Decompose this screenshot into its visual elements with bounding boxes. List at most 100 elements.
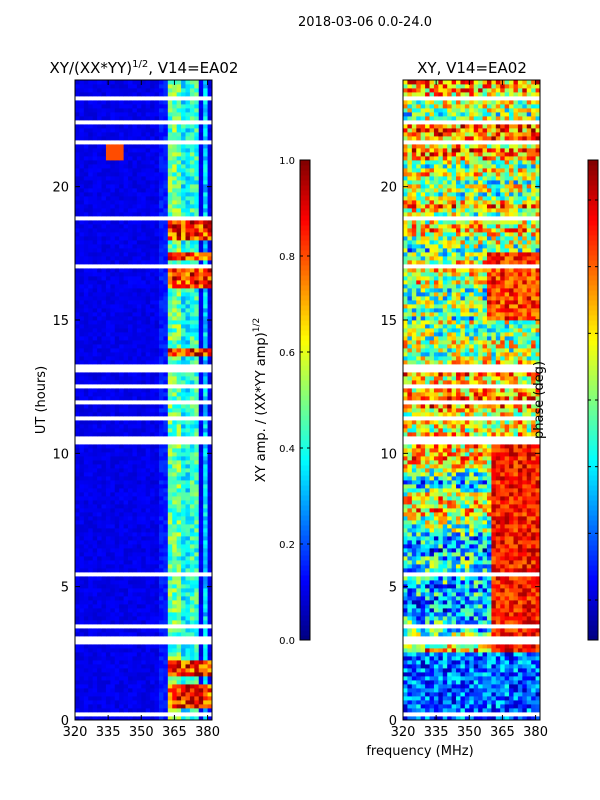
amp-cell (128, 164, 133, 169)
amp-cell (141, 268, 147, 273)
amp-cell (123, 576, 129, 581)
amp-cell (158, 384, 164, 389)
amp-xtick-label: 335 (96, 725, 121, 740)
amp-cell (154, 324, 160, 329)
amp-cell (97, 380, 102, 385)
amp-cell (150, 496, 155, 501)
amp-cell (136, 524, 142, 529)
amp-cell (176, 144, 182, 149)
amp-cell (163, 592, 169, 597)
amp-cell (83, 120, 89, 125)
amp-cell (198, 580, 204, 585)
amp-cell (207, 164, 213, 169)
amp-cell (110, 396, 116, 401)
amp-cell (75, 512, 80, 517)
amp-cell (145, 428, 151, 433)
amp-cell (145, 576, 151, 581)
amp-cell (123, 152, 129, 157)
amp-cell (101, 188, 107, 193)
amp-cell (88, 604, 94, 609)
amp-cell (75, 696, 80, 701)
amp-cell (101, 324, 107, 329)
amp-cell (75, 712, 80, 717)
amp-cell (132, 100, 138, 105)
amp-cell (141, 88, 147, 93)
amp-cell (154, 268, 160, 273)
amp-cell (172, 684, 178, 689)
amp-cell (207, 324, 213, 329)
amp-cell (119, 616, 125, 621)
amp-cell (198, 480, 204, 485)
amp-cell (88, 648, 94, 653)
amp-cell (114, 520, 120, 525)
amp-cell (128, 176, 133, 181)
amp-cell (88, 524, 94, 529)
amp-cell (176, 428, 182, 433)
amp-cell (207, 124, 213, 129)
amp-cell (79, 568, 85, 573)
amp-cell (141, 580, 147, 585)
amp-cell (83, 364, 89, 369)
amp-cell (198, 308, 204, 313)
amp-cell (101, 204, 107, 209)
amp-cell (172, 656, 178, 661)
amp-cell (105, 708, 111, 713)
amp-cell (167, 512, 173, 517)
amp-cell (136, 704, 142, 709)
amp-cell (207, 436, 213, 441)
amp-cell (158, 664, 164, 669)
amp-cell (101, 260, 107, 265)
amp-cell (167, 628, 173, 633)
amp-cell (198, 312, 204, 317)
amp-cell (123, 660, 129, 665)
amp-cell (185, 224, 191, 229)
amp-cell (158, 132, 164, 137)
amp-cell (154, 516, 160, 521)
amp-cell (185, 656, 191, 661)
amp-cell (136, 104, 142, 109)
amp-cell (167, 460, 173, 465)
amp-cell (154, 152, 160, 157)
amp-cell (132, 140, 138, 145)
amp-cell (194, 608, 200, 613)
amp-cell (132, 232, 138, 237)
amp-cell (88, 472, 94, 477)
amp-cell (110, 296, 116, 301)
amp-cell (150, 584, 155, 589)
amp-cell (141, 456, 147, 461)
amp-cell (101, 616, 107, 621)
amp-cell (203, 588, 208, 593)
amp-cell (79, 640, 85, 645)
amp-cell (132, 352, 138, 357)
amp-cell (194, 616, 200, 621)
amp-cell (101, 676, 107, 681)
amp-cell (105, 640, 111, 645)
amp-cell (123, 628, 129, 633)
amp-cell (75, 608, 80, 613)
amp-cell (83, 704, 89, 709)
amp-cell (79, 392, 85, 397)
amp-cell (128, 500, 133, 505)
amp-cell (154, 108, 160, 113)
amp-cell (101, 712, 107, 717)
amp-cell (145, 476, 151, 481)
amp-cell (150, 256, 155, 261)
amp-cell (198, 196, 204, 201)
amp-cell (172, 704, 178, 709)
amp-cell (176, 124, 182, 129)
amp-cell (136, 152, 142, 157)
amp-cell (79, 152, 85, 157)
amp-cell (128, 352, 133, 357)
amp-cell (119, 304, 125, 309)
amp-cell (145, 168, 151, 173)
amp-cell (83, 696, 89, 701)
amp-cell (150, 300, 155, 305)
amp-cell (119, 292, 125, 297)
amp-cell (128, 404, 133, 409)
amp-cell (158, 120, 164, 125)
amp-cell (207, 296, 213, 301)
amp-cell (154, 212, 160, 217)
amp-cell (136, 140, 142, 145)
amp-cell (198, 552, 204, 557)
amp-cell (114, 448, 120, 453)
